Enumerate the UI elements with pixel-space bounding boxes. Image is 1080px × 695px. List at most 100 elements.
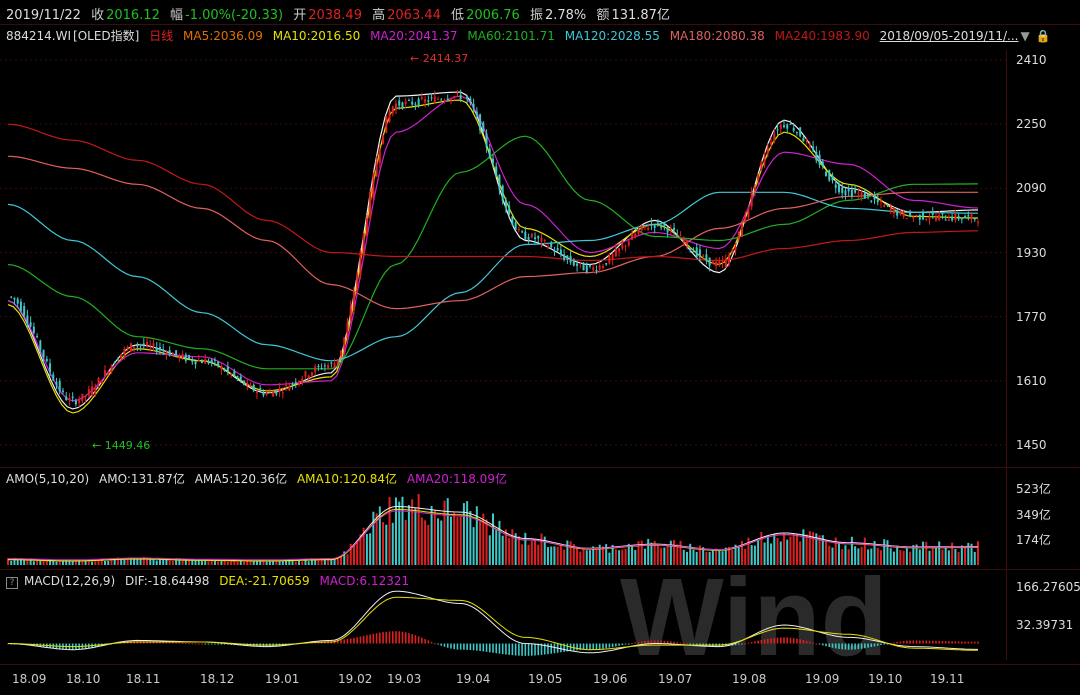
candle-body [517, 228, 520, 231]
dropdown-triangle-icon[interactable]: ▼ [1020, 29, 1030, 43]
amo-bar [420, 517, 423, 565]
amo-bar [204, 560, 207, 565]
candle-body [49, 363, 52, 373]
amo-bar [32, 561, 35, 565]
candle-body [873, 195, 876, 200]
candle-body [78, 400, 81, 403]
amo-bottom-separator [0, 569, 1080, 570]
x-tick-1907: 19.07 [658, 672, 693, 686]
candle-body [39, 340, 42, 351]
macd-hist-bar [589, 643, 591, 650]
amo-bar [142, 556, 145, 565]
macd-hist-bar [505, 643, 507, 655]
amo-bar [356, 540, 359, 565]
amo-bar [469, 510, 472, 565]
candle-body [540, 238, 543, 242]
amo-bar [792, 533, 795, 565]
amo-bar [776, 537, 779, 565]
candle-body [511, 216, 514, 225]
amo-bar [934, 547, 937, 565]
amo-bar [230, 561, 233, 565]
candle-body [281, 392, 284, 394]
dea-value: DEA:-21.70659 [219, 574, 310, 588]
amo-bar [870, 548, 873, 565]
amo-bar [627, 543, 630, 565]
macd-hist-bar [961, 641, 963, 644]
ama5-value: AMA5:120.36亿 [194, 472, 288, 486]
candle-body [446, 98, 449, 101]
macd-hist-bar [440, 643, 443, 646]
macd-hist-bar [521, 643, 523, 656]
macd-hist-bar [162, 641, 164, 644]
macd-hist-bar [165, 641, 168, 644]
candle-body [129, 343, 132, 352]
candle-body [475, 111, 478, 116]
lock-icon[interactable]: 🔒 [1035, 29, 1051, 43]
amo-bar [330, 559, 333, 565]
macd-hist-bar [650, 640, 653, 644]
amo-bar [928, 550, 931, 565]
amo-bar [495, 529, 498, 565]
amt-value: 131.87亿 [611, 8, 670, 23]
amo-bar [960, 545, 963, 565]
candle-body [246, 382, 249, 385]
date-range-selector[interactable]: 2018/09/05-2019/11/... [879, 29, 1019, 43]
amo-bar [550, 546, 553, 565]
macd-hist-bar [670, 641, 672, 644]
amo-bar [492, 513, 494, 565]
amo-bar [61, 560, 64, 565]
amo-bar [715, 548, 718, 565]
candle-body [637, 230, 640, 235]
amo-bar [84, 560, 87, 565]
macd-hist-bar [450, 643, 452, 649]
amo-bar [770, 543, 773, 565]
amo-bar [795, 534, 798, 565]
candle-body [679, 235, 682, 237]
help-icon[interactable]: ? [6, 577, 18, 589]
macd-hist-bar [401, 631, 404, 644]
candle-body [391, 106, 394, 114]
macd-hist-bar [841, 643, 843, 650]
amo-bar [841, 549, 844, 565]
macd-hist-bar [809, 641, 811, 644]
candle-body [776, 129, 779, 131]
candle-body [84, 395, 87, 397]
candle-body [854, 190, 857, 193]
amo-bar [81, 561, 84, 565]
macd-hist-bar [343, 639, 346, 644]
candle-body [821, 161, 824, 167]
amo-bar [789, 536, 792, 565]
candle-body [327, 365, 330, 369]
amo-bar [601, 546, 604, 565]
macd-hist-bar [602, 643, 604, 649]
amo-bar [815, 533, 818, 565]
macd-hist-bar [7, 643, 9, 645]
amo-bar [181, 559, 184, 565]
amo-bar [294, 561, 297, 565]
line-ma5 [7, 91, 978, 410]
amo-bar [301, 561, 304, 565]
macd-hist-bar [964, 641, 966, 644]
candle-body [889, 208, 892, 212]
candle-body [443, 100, 446, 102]
amo-bar [246, 559, 249, 565]
candle-body [356, 273, 359, 289]
macd-hist-bar [912, 640, 915, 644]
macd-hist-bar [349, 638, 352, 644]
macd-hist-bar [695, 643, 698, 645]
amo-tick-523: 523亿 [1016, 482, 1051, 496]
period-selector[interactable]: 日线 [149, 29, 174, 43]
amo-bar [867, 549, 870, 565]
candle-body [194, 361, 197, 365]
amo-bar [569, 541, 572, 565]
candle-body [964, 216, 967, 219]
macd-hist-bar [550, 643, 552, 654]
amo-bar [13, 557, 16, 565]
amo-bar [925, 541, 928, 565]
amo-bar [382, 522, 385, 565]
macd-hist-bar [944, 641, 947, 644]
macd-hist-bar [676, 642, 679, 644]
amo-legend-bar: AMO(5,10,20) AMO:131.87亿 AMA5:120.36亿 AM… [6, 470, 513, 487]
amo-bar [498, 520, 501, 565]
